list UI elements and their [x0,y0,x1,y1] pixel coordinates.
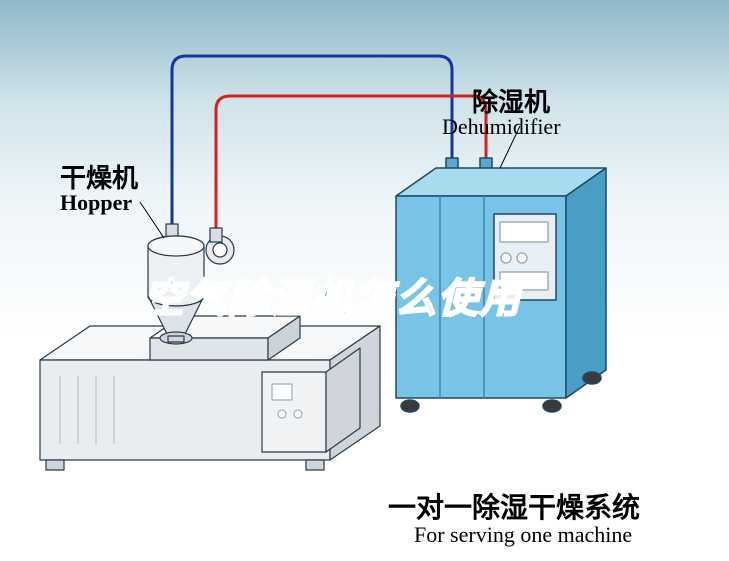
dehumidifier-label-en: Dehumidifier [442,114,561,140]
hopper-label-en: Hopper [60,190,132,216]
watermark-text: 空气除湿机怎么使用 [144,266,522,324]
extruder-base [40,316,380,470]
leader-hopper [140,202,164,238]
title-cn: 一对一除湿干燥系统 [388,486,640,526]
title-en: For serving one machine [414,522,632,548]
